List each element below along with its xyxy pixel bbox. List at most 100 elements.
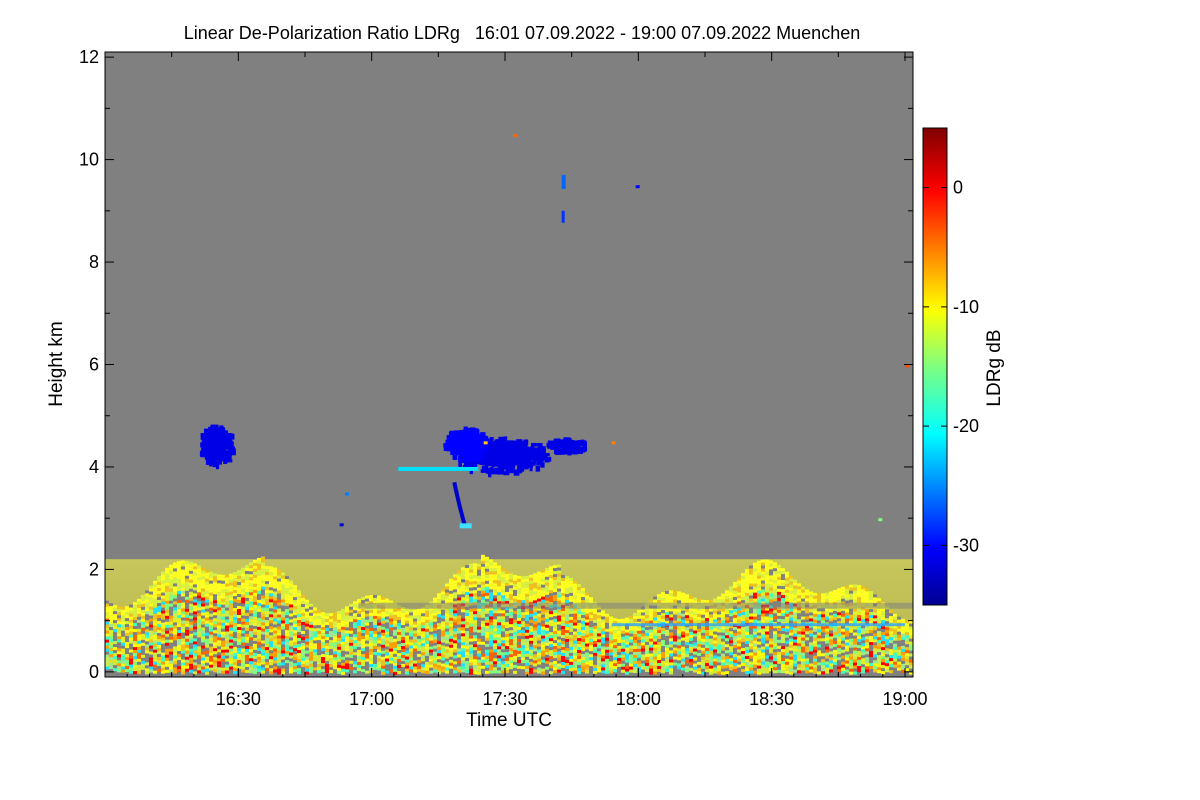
bl-cell [205,569,209,573]
bl-cell [301,658,305,662]
bl-cell [749,664,753,668]
bl-cell [757,560,761,564]
bl-cell [441,588,445,592]
bl-cell [257,644,261,648]
bl-cell [689,598,693,602]
bl-cell [441,591,445,595]
bl-cell [253,667,257,671]
bl-cell [437,665,441,669]
bl-cell [137,625,141,629]
bl-cell [393,635,397,639]
bl-cell [337,622,341,626]
bl-cell [253,622,257,626]
bl-cell [329,658,333,662]
bl-cell [317,640,321,644]
bl-cell [137,628,141,632]
bl-cell [485,583,489,587]
bl-cell [401,646,405,650]
bl-cell [725,590,729,594]
bl-cell [765,640,769,644]
bl-cell [545,627,549,631]
bl-cell [769,620,773,624]
bl-cell [277,656,281,660]
bl-cell [477,668,481,672]
bl-cell [245,630,249,634]
bl-cell [501,586,505,590]
bl-cell [285,669,289,673]
bl-cell [617,651,621,655]
bl-cell [561,659,565,663]
bl-cell [513,670,517,674]
bl-cell [673,611,677,615]
bl-cell [497,586,501,590]
bl-cell [161,571,165,575]
bl-cell [417,641,421,645]
bl-cell [665,608,669,612]
bl-cell [485,574,489,578]
bl-cell [201,582,205,586]
bl-cell [513,622,517,626]
bl-cell [449,656,453,660]
bl-cell [713,643,717,647]
bl-cell [773,565,777,569]
bl-cell [765,571,769,575]
bl-cell [757,587,761,591]
bl-cell [773,661,777,665]
bl-cell [365,622,369,626]
bl-cell [589,666,593,670]
bl-cell [717,671,721,675]
bl-cell [573,640,577,644]
bl-cell [501,652,505,656]
bl-cell [469,563,473,567]
bl-cell [501,637,505,641]
bl-cell [453,628,457,632]
bl-cell [629,642,633,646]
bl-cell [377,595,381,599]
bl-cell [177,573,181,577]
bl-cell [605,640,609,644]
bl-cell [161,670,165,674]
bl-cell [465,610,469,614]
bl-cell [221,628,225,632]
bl-cell [721,656,725,660]
bl-cell [465,586,469,590]
bl-cell [201,594,205,598]
bl-cell [353,670,357,674]
bl-cell [593,634,597,638]
bl-cell [741,636,745,640]
bl-cell [773,595,777,599]
bl-cell [689,607,693,611]
bl-cell [573,667,577,671]
bl-cell [473,620,477,624]
bl-cell [645,629,649,633]
bl-cell [569,580,573,584]
bl-cell [201,624,205,628]
bl-cell [621,663,625,667]
bl-cell [417,623,421,627]
bl-cell [425,610,429,614]
bl-cell [605,643,609,647]
bl-cell [473,584,477,588]
bl-cell [733,590,737,594]
bl-cell [601,628,605,632]
bl-cell [173,565,177,569]
bl-cell [445,637,449,641]
bl-cell [369,660,373,664]
bl-cell [757,629,761,633]
bl-cell [569,619,573,623]
bl-cell [117,651,121,655]
bl-cell [193,590,197,594]
bl-cell [193,587,197,591]
bl-cell [481,638,485,642]
bl-cell [201,600,205,604]
bl-cell [585,637,589,641]
bl-cell [321,621,325,625]
bl-cell [745,641,749,645]
bl-cell [657,618,661,622]
bl-cell [305,599,309,603]
bl-cell [181,608,185,612]
bl-cell [665,590,669,594]
bl-cell [737,649,741,653]
bl-cell [253,604,257,608]
bl-cell [477,644,481,648]
